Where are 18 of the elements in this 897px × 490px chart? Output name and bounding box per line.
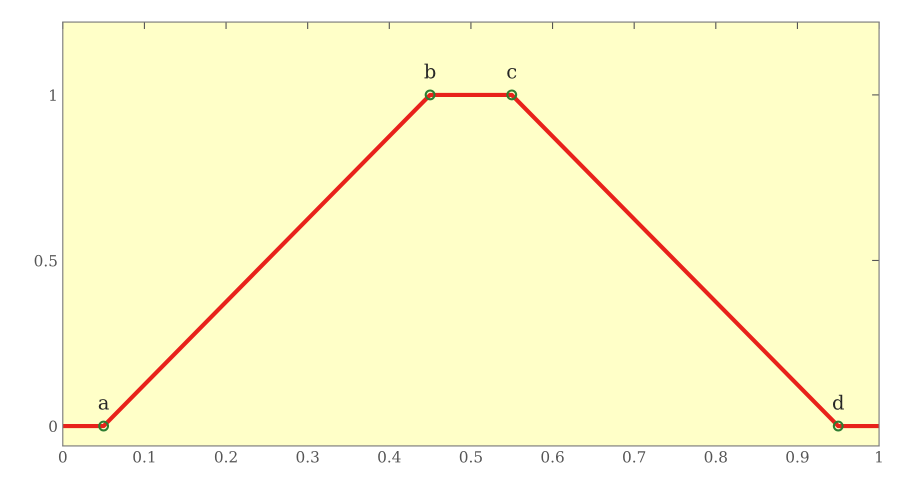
x-tick-label: 0	[58, 451, 67, 463]
x-tick-label: 0.6	[541, 451, 564, 463]
x-tick-label: 0.9	[786, 451, 809, 463]
x-tick-label: 0.4	[378, 451, 401, 463]
y-tick-label: 1	[50, 89, 56, 101]
y-tick-label: 0.5	[34, 254, 57, 266]
annotation: c	[507, 68, 516, 79]
x-tick-label: 0.8	[704, 451, 727, 463]
x-tick-label: 0.2	[214, 451, 237, 463]
x-tick-label: 0.1	[133, 451, 154, 463]
x-tick-label: 1	[876, 451, 882, 462]
annotation: a	[98, 399, 109, 410]
y-tick-label: 0	[49, 420, 57, 432]
x-tick-label: 0.7	[623, 451, 646, 463]
x-tick-label: 0.5	[460, 451, 482, 463]
x-tick-label: 0.3	[296, 451, 319, 463]
annotation: d	[832, 394, 844, 410]
annotation: b	[424, 64, 436, 79]
